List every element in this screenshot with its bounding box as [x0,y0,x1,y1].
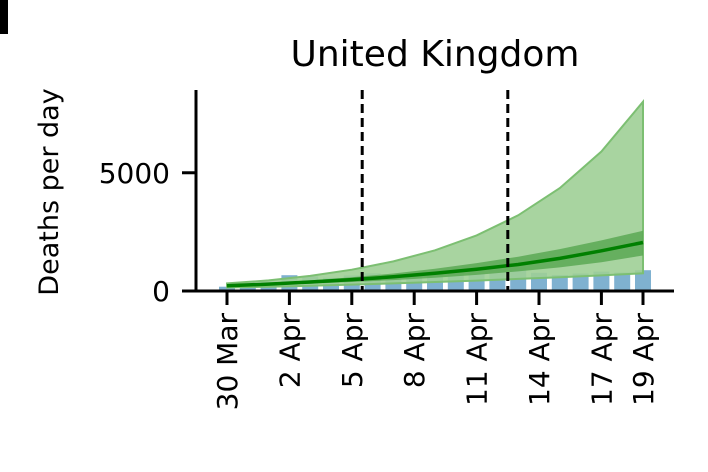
x-tick-label: 2 Apr [273,313,306,389]
x-tick-label: 5 Apr [336,313,369,389]
x-tick-label: 14 Apr [523,313,556,406]
y-tick-label: 5000 [99,157,170,190]
x-tick-label: 11 Apr [461,313,494,406]
panel-label-mark [0,0,8,34]
x-tick-label: 17 Apr [585,313,618,406]
outer-uncertainty-band [226,99,644,289]
y-tick-label: 0 [152,275,170,308]
y-axis-label: Deaths per day [34,88,65,295]
reported-deaths-bar [635,270,651,291]
axes: 0 5000 30 Mar 2 Apr 5 Apr 8 Apr 11 Apr 14 Apr 17… [99,90,674,410]
reported-deaths-bar [219,286,235,291]
x-tick-label: 30 Mar [211,313,244,411]
reported-deaths-bar [614,272,631,291]
chart-title: United Kingdom [291,34,580,75]
median-line [226,240,644,288]
projection-bands [226,99,644,289]
x-tick-label: 19 Apr [627,313,660,406]
x-tick-label: 8 Apr [398,313,431,389]
intervention-lines [360,90,510,291]
reported-deaths-bar [551,274,568,291]
reported-deaths-bar [572,273,589,291]
